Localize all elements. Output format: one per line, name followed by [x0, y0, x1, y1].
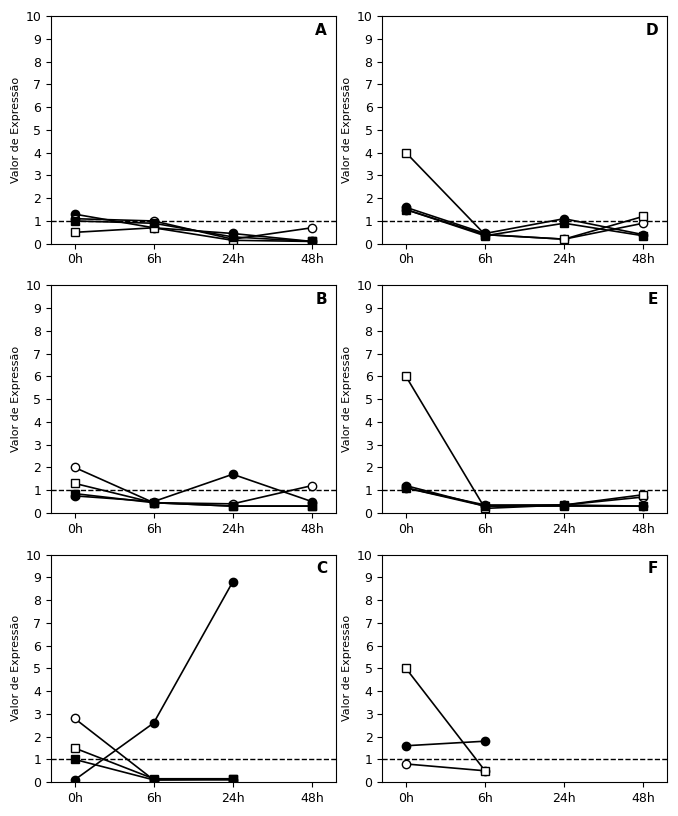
Y-axis label: Valor de Expressão: Valor de Expressão	[342, 615, 353, 721]
Text: E: E	[648, 292, 658, 307]
Y-axis label: Valor de Expressão: Valor de Expressão	[11, 346, 21, 452]
Text: D: D	[645, 23, 658, 38]
Text: A: A	[315, 23, 327, 38]
Y-axis label: Valor de Expressão: Valor de Expressão	[342, 77, 353, 183]
Text: C: C	[316, 561, 327, 576]
Y-axis label: Valor de Expressão: Valor de Expressão	[11, 77, 21, 183]
Y-axis label: Valor de Expressão: Valor de Expressão	[11, 615, 21, 721]
Text: F: F	[648, 561, 658, 576]
Text: B: B	[315, 292, 327, 307]
Y-axis label: Valor de Expressão: Valor de Expressão	[342, 346, 353, 452]
